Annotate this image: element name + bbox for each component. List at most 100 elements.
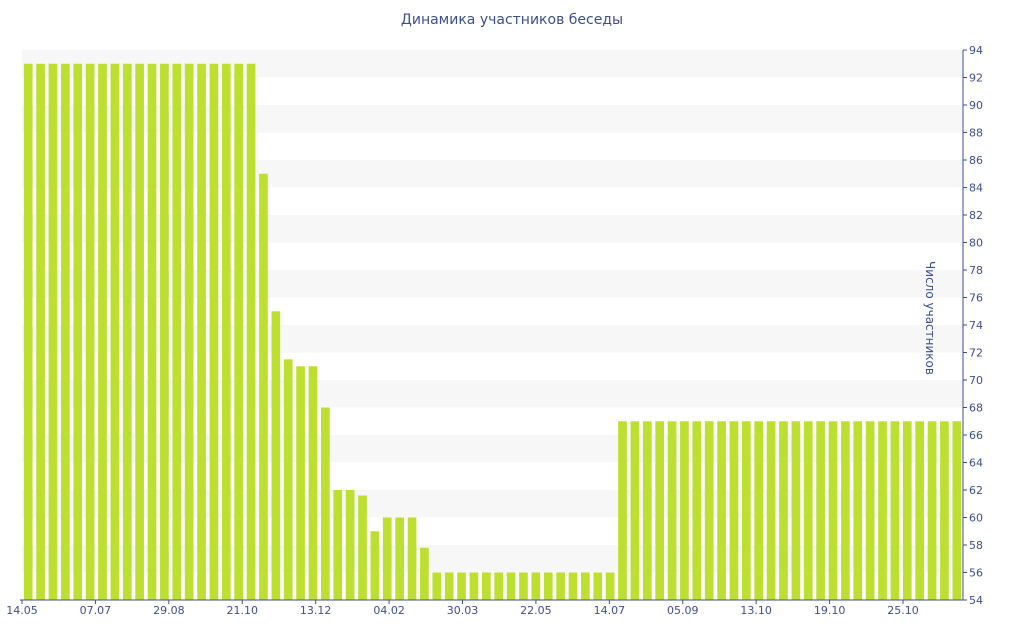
- y-tick-label: 94: [969, 44, 983, 57]
- x-tick-label: 13.10: [740, 604, 772, 617]
- bar: [382, 517, 392, 600]
- bar: [878, 421, 887, 600]
- x-tick-label: 04.02: [373, 604, 405, 617]
- bar: [444, 572, 454, 600]
- y-tick-label: 82: [969, 209, 983, 222]
- bar: [803, 421, 813, 600]
- y-tick-label: 88: [969, 127, 983, 140]
- x-tick-label: 25.10: [887, 604, 919, 617]
- x-tick-label: 14.07: [594, 604, 626, 617]
- bar: [283, 359, 293, 601]
- bar: [605, 572, 615, 600]
- y-tick-label: 70: [969, 374, 983, 387]
- bar: [469, 572, 479, 600]
- y-tick-label: 84: [969, 182, 983, 195]
- bar: [73, 63, 83, 600]
- bar: [23, 63, 33, 600]
- bar: [370, 531, 380, 600]
- bar: [209, 63, 219, 600]
- bar: [135, 63, 144, 600]
- bar: [345, 490, 355, 600]
- bar: [902, 421, 912, 600]
- bar: [940, 421, 949, 600]
- bar: [791, 421, 801, 600]
- bar: [841, 421, 850, 600]
- bar: [221, 63, 231, 600]
- bar: [704, 421, 714, 600]
- bar: [766, 421, 776, 600]
- y-tick-label: 92: [969, 72, 983, 85]
- bar: [717, 421, 726, 600]
- bar: [630, 421, 640, 600]
- x-tick-label: 29.08: [153, 604, 185, 617]
- bar: [321, 407, 330, 600]
- bar: [655, 421, 664, 600]
- bar: [828, 421, 838, 600]
- bar: [754, 421, 764, 600]
- bar: [816, 421, 825, 600]
- bar: [680, 421, 689, 600]
- bar: [85, 63, 95, 600]
- bar: [506, 572, 516, 600]
- y-tick-label: 72: [969, 347, 983, 360]
- bar: [581, 572, 590, 600]
- y-tick-label: 90: [969, 99, 983, 112]
- x-tick-label: 05.09: [667, 604, 699, 617]
- bar: [915, 421, 924, 600]
- bar: [457, 572, 466, 600]
- x-tick-label: 30.03: [447, 604, 479, 617]
- bar: [927, 421, 937, 600]
- bar: [98, 63, 107, 600]
- bar: [741, 421, 751, 600]
- y-tick-label: 86: [969, 154, 983, 167]
- y-tick-label: 68: [969, 402, 983, 415]
- x-tick-label: 22.05: [520, 604, 552, 617]
- y-tick-label: 60: [969, 512, 983, 525]
- y-tick-label: 54: [969, 594, 983, 607]
- bars: [23, 63, 962, 601]
- bar: [147, 63, 157, 600]
- y-tick-label: 78: [969, 264, 983, 277]
- bar: [531, 572, 541, 600]
- y-tick-label: 74: [969, 319, 983, 332]
- bar: [543, 572, 553, 600]
- bar: [779, 421, 788, 600]
- bar: [952, 421, 962, 600]
- bar: [729, 421, 739, 600]
- bar: [519, 572, 528, 600]
- bar: [36, 63, 45, 600]
- bar: [160, 63, 169, 600]
- bar: [110, 63, 120, 600]
- bar: [865, 421, 875, 600]
- y-tick-label: 62: [969, 484, 983, 497]
- y-tick-label: 58: [969, 539, 983, 552]
- y-tick-label: 80: [969, 237, 983, 250]
- bar: [333, 490, 343, 600]
- bar: [642, 421, 652, 600]
- bar: [853, 421, 863, 600]
- bar: [481, 572, 491, 600]
- bar: [618, 421, 627, 600]
- y-tick-label: 64: [969, 457, 983, 470]
- bar: [234, 63, 244, 600]
- x-tick-label: 13.12: [300, 604, 332, 617]
- bar: [593, 572, 603, 600]
- bar: [246, 63, 256, 600]
- x-tick-label: 21.10: [227, 604, 259, 617]
- bar: [692, 421, 702, 600]
- bar: [890, 421, 900, 600]
- chart-title: Динамика участников беседы: [400, 12, 624, 28]
- bar: [494, 572, 504, 600]
- bar: [197, 63, 206, 600]
- bar: [420, 547, 429, 600]
- x-tick-label: 19.10: [814, 604, 846, 617]
- y-axis-label: Число участников: [923, 261, 937, 375]
- bar: [122, 63, 132, 600]
- bar: [432, 572, 442, 600]
- bar: [407, 517, 417, 600]
- x-tick-label: 07.07: [80, 604, 112, 617]
- bar: [358, 495, 367, 600]
- bar: [308, 366, 318, 600]
- bar: [172, 63, 182, 600]
